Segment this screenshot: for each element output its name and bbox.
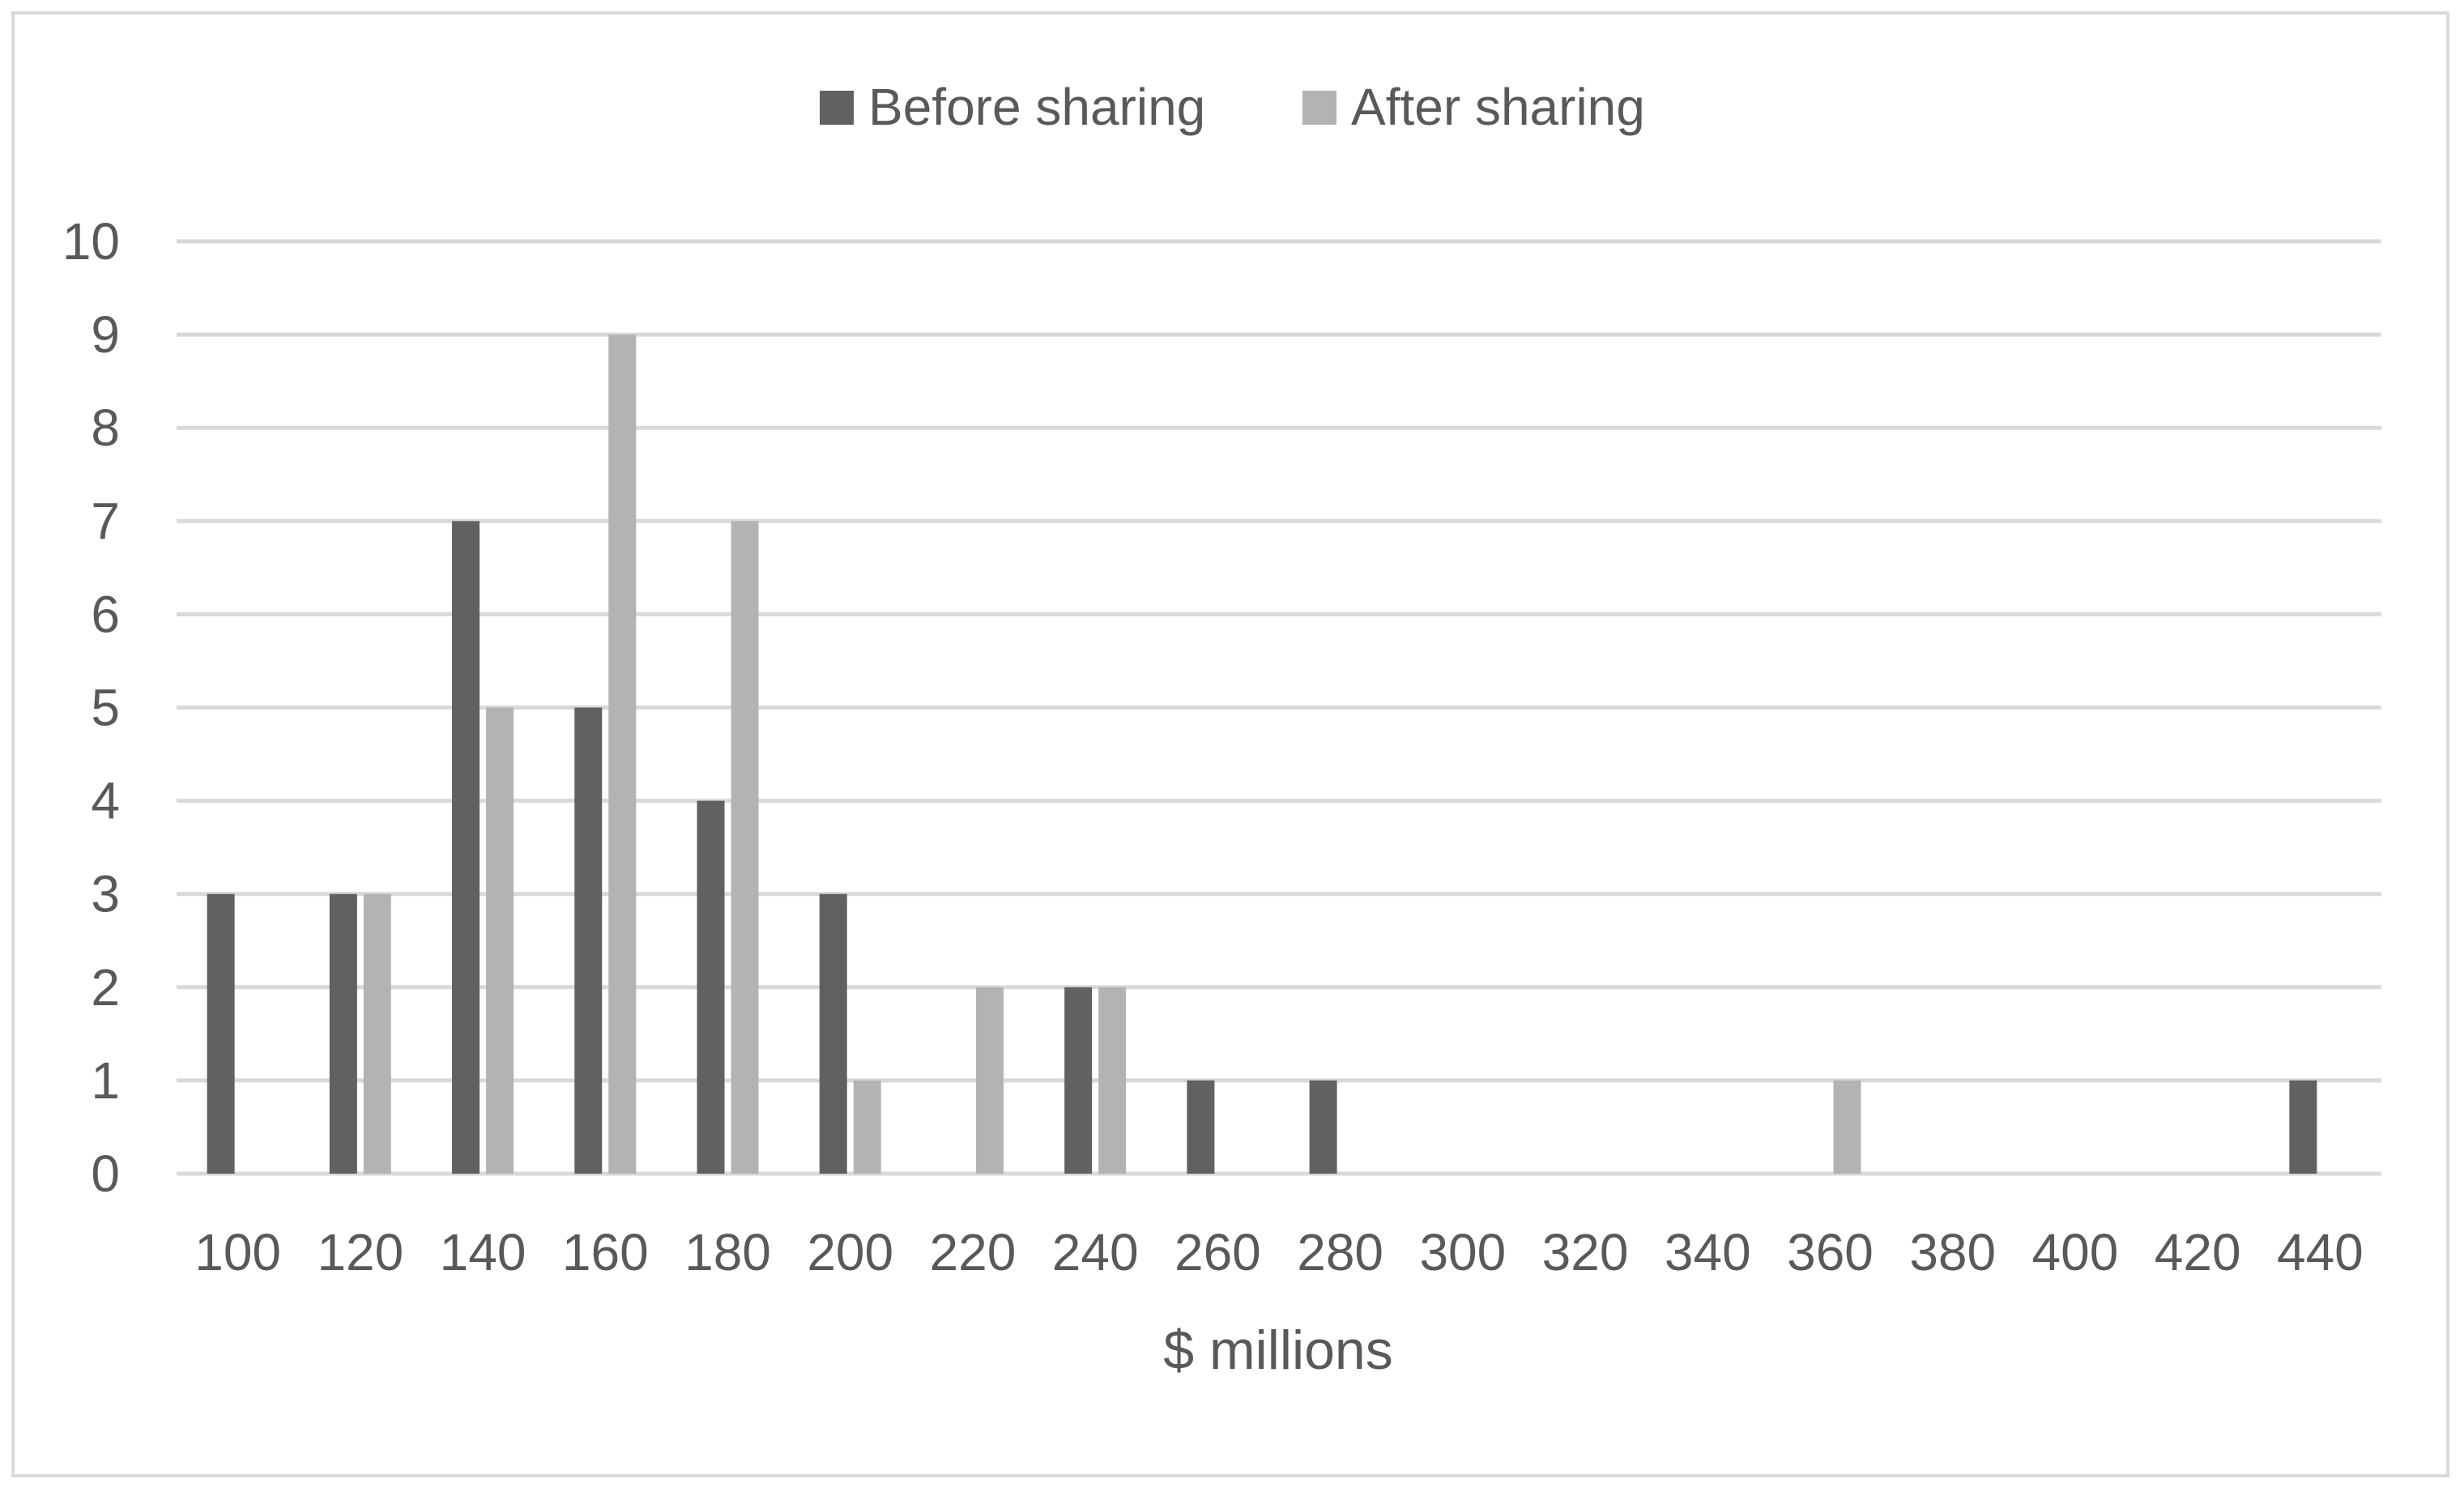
y-tick-label: 8: [91, 399, 120, 457]
y-tick-label: 0: [91, 1145, 120, 1203]
y-tick-label: 10: [62, 212, 120, 271]
y-tick-label: 3: [91, 865, 120, 923]
legend-item-after-sharing: After sharing: [1302, 78, 1645, 136]
bar-before-sharing-140: [452, 521, 480, 1174]
x-tick-label: 100: [194, 1223, 281, 1281]
x-axis-tick-labels: 100 120 140 160 180 200 220 240 260 280 300 320 340 3…: [194, 1223, 2364, 1281]
y-tick-label: 5: [91, 679, 120, 737]
legend-swatch-after-sharing: [1302, 91, 1336, 125]
bar-after-sharing-200: [853, 1080, 881, 1174]
x-tick-label: 440: [2277, 1223, 2364, 1281]
bar-after-sharing-120: [363, 893, 391, 1174]
x-tick-label: 240: [1052, 1223, 1139, 1281]
x-tick-label: 360: [1787, 1223, 1874, 1281]
legend-label-after-sharing: After sharing: [1351, 78, 1645, 136]
chart-frame: [11, 11, 2449, 1477]
bar-before-sharing-240: [1064, 987, 1093, 1174]
bar-after-sharing-360: [1833, 1080, 1861, 1174]
x-tick-label: 200: [807, 1223, 893, 1281]
legend: Before sharing After sharing: [820, 78, 1645, 136]
x-tick-label: 320: [1542, 1223, 1629, 1281]
bar-after-sharing-160: [608, 335, 637, 1174]
bar-before-sharing-180: [697, 800, 725, 1174]
y-tick-label: 2: [91, 958, 120, 1017]
legend-swatch-before-sharing: [820, 91, 854, 125]
x-tick-label: 340: [1665, 1223, 1751, 1281]
bar-before-sharing-280: [1309, 1080, 1337, 1174]
y-tick-label: 4: [91, 772, 120, 830]
bar-before-sharing-160: [574, 707, 603, 1174]
y-axis-tick-labels: 0 1 2 3 4 5 6 7 8 9 10: [62, 212, 120, 1203]
legend-label-before-sharing: Before sharing: [868, 78, 1205, 136]
bar-after-sharing-140: [486, 707, 514, 1174]
bars: [207, 335, 2317, 1174]
bar-before-sharing-120: [329, 893, 357, 1174]
x-tick-label: 400: [2032, 1223, 2119, 1281]
x-tick-label: 180: [684, 1223, 771, 1281]
x-tick-label: 120: [317, 1223, 403, 1281]
x-tick-label: 140: [440, 1223, 526, 1281]
x-tick-label: 420: [2155, 1223, 2241, 1281]
bar-after-sharing-220: [975, 987, 1004, 1174]
y-tick-label: 9: [91, 305, 120, 364]
x-tick-label: 280: [1297, 1223, 1383, 1281]
bar-before-sharing-260: [1187, 1080, 1215, 1174]
x-tick-label: 260: [1174, 1223, 1261, 1281]
y-tick-label: 1: [91, 1051, 120, 1110]
x-tick-label: 380: [1909, 1223, 1996, 1281]
bar-before-sharing-100: [207, 893, 235, 1174]
gridlines: [177, 239, 2381, 1176]
x-tick-label: 220: [930, 1223, 1017, 1281]
x-axis-title: $ millions: [1163, 1319, 1392, 1381]
bar-before-sharing-200: [819, 893, 847, 1174]
x-tick-label: 300: [1419, 1223, 1506, 1281]
bar-after-sharing-180: [731, 521, 759, 1174]
x-tick-label: 160: [562, 1223, 649, 1281]
bar-after-sharing-240: [1098, 987, 1127, 1174]
y-tick-label: 7: [91, 492, 120, 550]
bar-before-sharing-440: [2289, 1080, 2317, 1174]
legend-item-before-sharing: Before sharing: [820, 78, 1205, 136]
y-tick-label: 6: [91, 585, 120, 643]
